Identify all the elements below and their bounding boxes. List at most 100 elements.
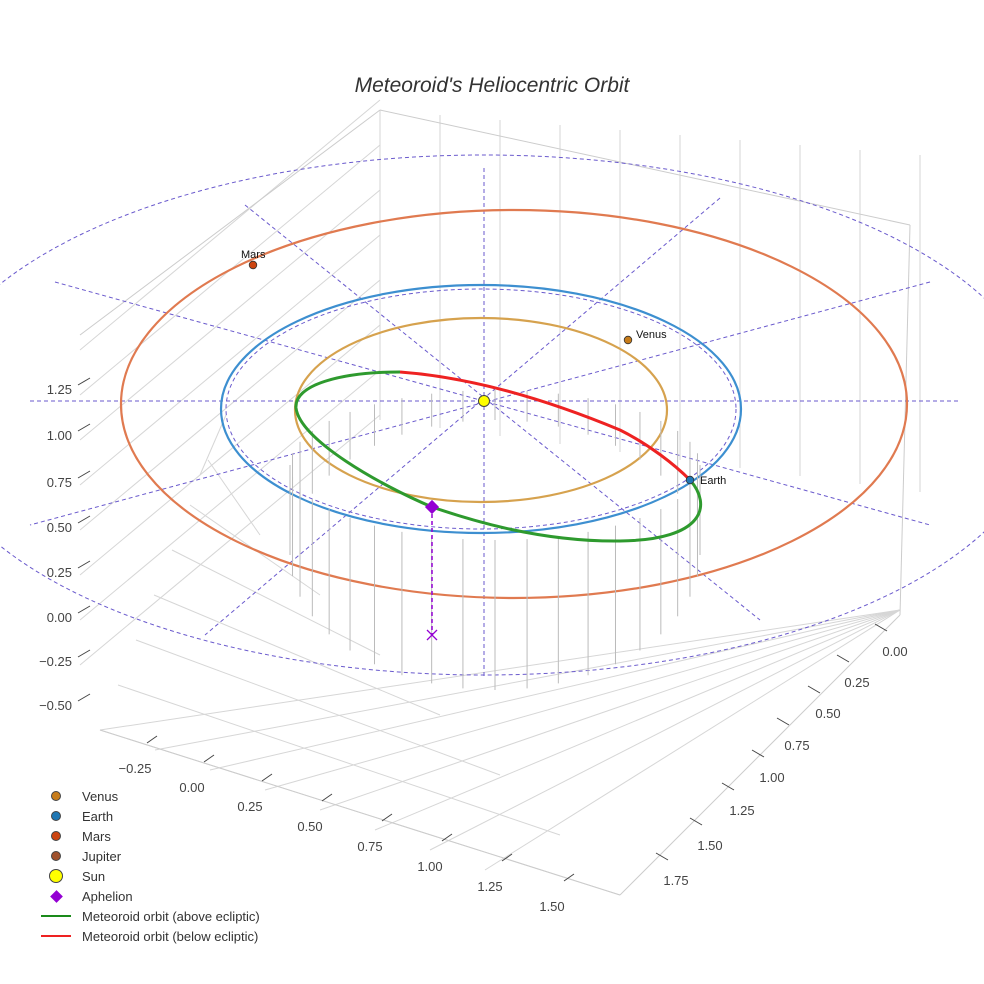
z-tick-label: 1.00 xyxy=(47,428,72,443)
legend-label: Sun xyxy=(82,868,106,884)
x-mark-stroke xyxy=(426,629,438,641)
legend-item-sun[interactable]: Sun xyxy=(36,866,260,886)
aphelion-marker xyxy=(424,499,440,515)
legend-marker xyxy=(41,915,71,917)
legend-symbol xyxy=(36,926,76,946)
legend-marker xyxy=(51,831,61,841)
grid xyxy=(79,99,921,896)
grid-line xyxy=(79,99,381,351)
legend-item-venus[interactable]: Venus xyxy=(36,786,260,806)
grid-line xyxy=(209,609,901,771)
z-tick xyxy=(77,605,91,614)
legend-item-earth[interactable]: Earth xyxy=(36,806,260,826)
z-tick-label: 0.25 xyxy=(47,565,72,580)
y-tick-label: 1.75 xyxy=(663,873,688,888)
planet-mars xyxy=(248,260,258,270)
y-tick xyxy=(689,817,703,826)
legend-item-jupiter[interactable]: Jupiter xyxy=(36,846,260,866)
sun-marker xyxy=(478,395,490,407)
planet-label: Venus xyxy=(636,329,667,341)
x-tick xyxy=(381,813,393,822)
legend-item-mars[interactable]: Mars xyxy=(36,826,260,846)
aphelion-projection-marker xyxy=(426,629,438,641)
z-tick-label: 0.75 xyxy=(47,475,72,490)
x-tick xyxy=(563,873,575,882)
z-tick-label: −0.50 xyxy=(39,698,72,713)
legend-symbol xyxy=(36,866,76,886)
z-tick xyxy=(77,377,91,386)
z-tick xyxy=(77,423,91,432)
x-tick-label: 0.75 xyxy=(357,839,382,854)
legend-item-meteoroid-orbit-below-ecliptic-[interactable]: Meteoroid orbit (below ecliptic) xyxy=(36,926,260,946)
legend-label: Meteoroid orbit (below ecliptic) xyxy=(82,928,259,944)
legend-symbol xyxy=(36,886,76,906)
z-tick-label: −0.25 xyxy=(39,654,72,669)
legend-label: Aphelion xyxy=(82,888,133,904)
x-tick xyxy=(261,773,273,782)
z-tick xyxy=(77,693,91,702)
grid-line xyxy=(117,684,561,836)
y-tick-label: 0.50 xyxy=(815,706,840,721)
ecliptic-circle-1au xyxy=(225,288,737,530)
grid-line xyxy=(79,369,381,621)
grid-line xyxy=(207,459,261,536)
legend-label: Jupiter xyxy=(82,848,122,864)
planet-earth xyxy=(685,475,695,485)
meteoroid-orbit-below xyxy=(399,370,692,482)
back-edge xyxy=(79,109,381,336)
ecliptic-ray xyxy=(244,204,761,621)
grid-line xyxy=(153,594,441,716)
legend-symbol xyxy=(36,826,76,846)
x-tick-label: 1.50 xyxy=(539,899,564,914)
grid-line xyxy=(79,279,381,531)
legend-marker xyxy=(51,851,61,861)
y-tick-label: 0.00 xyxy=(882,644,907,659)
grid-line xyxy=(374,609,901,831)
grid-line xyxy=(99,609,901,731)
legend-symbol xyxy=(36,906,76,926)
grid-line xyxy=(264,609,901,791)
orbit-earth xyxy=(219,283,743,535)
y-tick xyxy=(807,685,821,694)
x-tick xyxy=(501,853,513,862)
z-tick xyxy=(77,560,91,569)
y-tick xyxy=(655,852,669,861)
y-tick xyxy=(874,623,888,632)
legend-symbol xyxy=(36,846,76,866)
legend-item-meteoroid-orbit-above-ecliptic-[interactable]: Meteoroid orbit (above ecliptic) xyxy=(36,906,260,926)
legend-marker xyxy=(51,791,61,801)
grid-line xyxy=(79,189,381,441)
z-tick-label: 0.50 xyxy=(47,520,72,535)
ecliptic-reference xyxy=(0,154,984,678)
y-tick xyxy=(776,717,790,726)
grid-line xyxy=(79,414,381,666)
x-tick-label: 0.50 xyxy=(297,819,322,834)
y-tick-label: 0.75 xyxy=(784,738,809,753)
z-tick-label: 0.00 xyxy=(47,610,72,625)
grid-line xyxy=(135,639,501,776)
legend: Venus Earth Mars Jupiter Sun Aphelion Meteoroi… xyxy=(36,786,260,946)
legend-marker xyxy=(49,889,63,903)
grid-line xyxy=(484,609,901,871)
y-tick xyxy=(836,654,850,663)
x-tick-label: −0.25 xyxy=(119,761,152,776)
x-tick xyxy=(146,735,158,744)
y-tick xyxy=(751,749,765,758)
y-tick-label: 1.25 xyxy=(729,803,754,818)
z-tick xyxy=(77,470,91,479)
planet-label: Earth xyxy=(700,475,726,487)
chart-title: Meteoroid's Heliocentric Orbit xyxy=(354,74,630,97)
legend-symbol xyxy=(36,786,76,806)
grid-line xyxy=(319,609,901,811)
legend-item-aphelion[interactable]: Aphelion xyxy=(36,886,260,906)
planet-venus xyxy=(623,335,633,345)
legend-marker xyxy=(51,811,61,821)
y-tick-label: 0.25 xyxy=(844,675,869,690)
x-tick xyxy=(441,833,453,842)
grid-line xyxy=(199,414,227,476)
x-tick-label: 0.00 xyxy=(179,780,204,795)
orbit-mars xyxy=(119,208,909,600)
x-tick-label: 0.25 xyxy=(237,799,262,814)
z-tick xyxy=(77,649,91,658)
